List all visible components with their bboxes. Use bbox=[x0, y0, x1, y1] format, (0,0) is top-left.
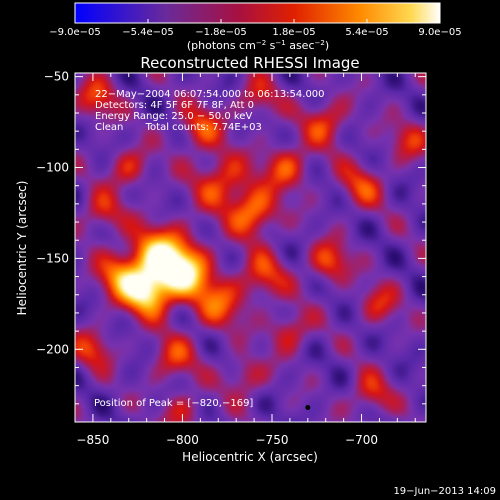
colorbar-tick-label: 5.4e−05 bbox=[345, 27, 388, 38]
colorbar-tick-label: −9.0e−05 bbox=[49, 27, 101, 38]
colorbar-units: (photons cm−2 s−1 asec−2) bbox=[187, 39, 329, 52]
chart-title: Reconstructed RHESSI Image bbox=[140, 54, 359, 72]
y-axis-label: Heliocentric Y (arcsec) bbox=[15, 181, 29, 316]
colorbar-tick-label: 9.0e−05 bbox=[418, 27, 461, 38]
x-tick-label: −750 bbox=[256, 433, 289, 447]
annotation-counts: Clean Total counts: 7.74E+03 bbox=[95, 122, 262, 133]
peak-position-label: Position of Peak = [−820,−169] bbox=[94, 398, 253, 409]
annotation-time: 22−May−2004 06:07:54.000 to 06:13:54.000 bbox=[95, 89, 325, 100]
annotation-energy: Energy Range: 25.0 − 50.0 keV bbox=[95, 111, 252, 122]
colorbar-tick-label: −1.8e−05 bbox=[195, 27, 247, 38]
colorbar: −9.0e−05 −5.4e−05 −1.8e−05 1.8e−05 5.4e−05 9.… bbox=[49, 2, 462, 52]
y-tick-label: −150 bbox=[36, 251, 69, 265]
footer-timestamp: 19−Jun−2013 14:09 bbox=[393, 486, 496, 497]
y-tick-label: −200 bbox=[36, 342, 69, 356]
plot-frame bbox=[74, 72, 427, 423]
annotation-detectors: Detectors: 4F 5F 6F 7F 8F, Att 0 bbox=[95, 100, 254, 111]
heatmap-image bbox=[75, 73, 426, 422]
y-tick-label: −100 bbox=[36, 161, 69, 175]
annotation-block: 22−May−2004 06:07:54.000 to 06:13:54.000… bbox=[95, 89, 325, 133]
x-axis-label: Heliocentric X (arcsec) bbox=[182, 450, 318, 464]
x-tick-label: −700 bbox=[345, 433, 378, 447]
peak-marker bbox=[305, 404, 311, 410]
x-tick-label: −850 bbox=[76, 433, 109, 447]
colorbar-tick-label: 1.8e−05 bbox=[272, 27, 315, 38]
x-tick-label: −800 bbox=[166, 433, 199, 447]
colorbar-gradient bbox=[74, 2, 441, 24]
y-tick-label: −50 bbox=[44, 70, 69, 84]
colorbar-tick-label: −5.4e−05 bbox=[122, 27, 174, 38]
